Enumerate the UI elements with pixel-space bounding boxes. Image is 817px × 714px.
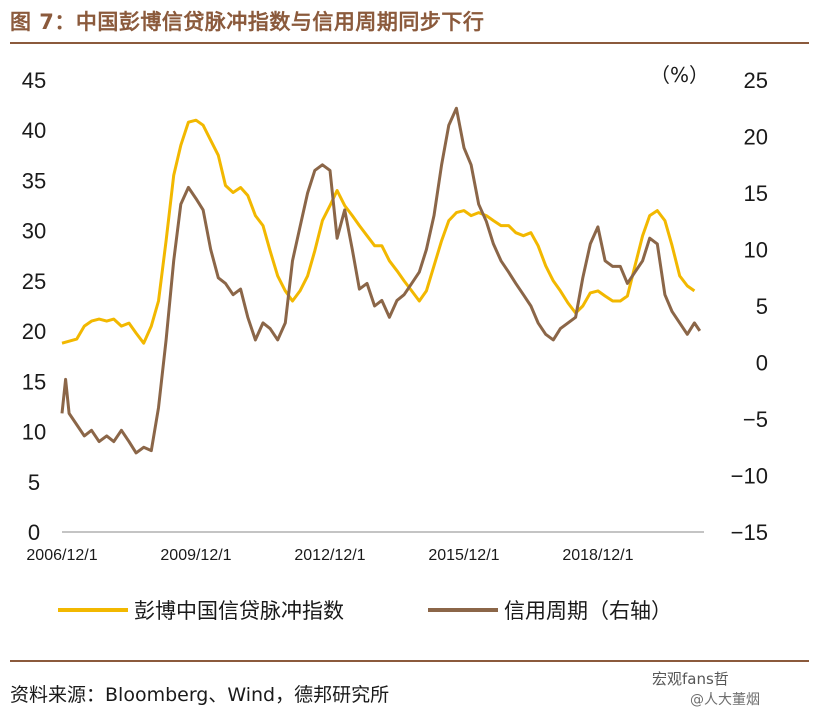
left-axis-tick: 25 xyxy=(22,269,46,294)
title-divider xyxy=(10,42,809,44)
right-axis-tick: −10 xyxy=(731,464,768,489)
footer-divider xyxy=(10,660,809,662)
source-note: 资料来源：Bloomberg、Wind，德邦研究所 xyxy=(10,684,390,706)
right-axis-tick: 25 xyxy=(744,68,768,93)
left-axis-tick: 20 xyxy=(22,319,46,344)
x-axis-tick: 2018/12/1 xyxy=(562,547,633,564)
left-axis-tick: 10 xyxy=(22,420,46,445)
page-title: 图 7：中国彭博信贷脉冲指数与信用周期同步下行 xyxy=(10,10,485,34)
right-axis-tick: 0 xyxy=(756,351,768,376)
legend-label-credit: 信用周期（右轴） xyxy=(504,599,672,623)
left-axis-tick: 30 xyxy=(22,219,46,244)
left-axis-tick: 40 xyxy=(22,118,46,143)
right-axis-tick: 5 xyxy=(756,294,768,319)
credit-impulse-chart: 45 40 35 30 25 20 15 10 5 0 25 20 15 10 5 0 −5 −10 −15 20… xyxy=(22,63,768,623)
right-axis-tick: 10 xyxy=(744,238,768,263)
x-axis-tick: 2012/12/1 xyxy=(294,547,365,564)
x-axis-tick: 2009/12/1 xyxy=(160,547,231,564)
left-axis-tick: 35 xyxy=(22,168,46,193)
right-axis-tick: 20 xyxy=(744,125,768,150)
left-axis-tick: 5 xyxy=(28,470,40,495)
right-axis-unit: （%） xyxy=(650,63,709,87)
legend-label-impulse: 彭博中国信贷脉冲指数 xyxy=(134,599,344,623)
left-axis-tick: 15 xyxy=(22,369,46,394)
watermark-text: 宏观fans哲 xyxy=(652,670,729,688)
credit-cycle-series-line xyxy=(60,106,702,455)
impulse-series-line xyxy=(61,118,696,345)
left-axis-tick: 45 xyxy=(22,68,46,93)
right-axis-tick: 15 xyxy=(744,181,768,206)
left-axis-tick: 0 xyxy=(28,520,40,545)
x-axis-tick: 2006/12/1 xyxy=(26,547,97,564)
x-axis-tick: 2015/12/1 xyxy=(428,547,499,564)
right-axis-tick: −5 xyxy=(743,407,768,432)
right-axis-tick: −15 xyxy=(731,520,768,545)
watermark-text-2: @人大董烟 xyxy=(690,692,760,708)
